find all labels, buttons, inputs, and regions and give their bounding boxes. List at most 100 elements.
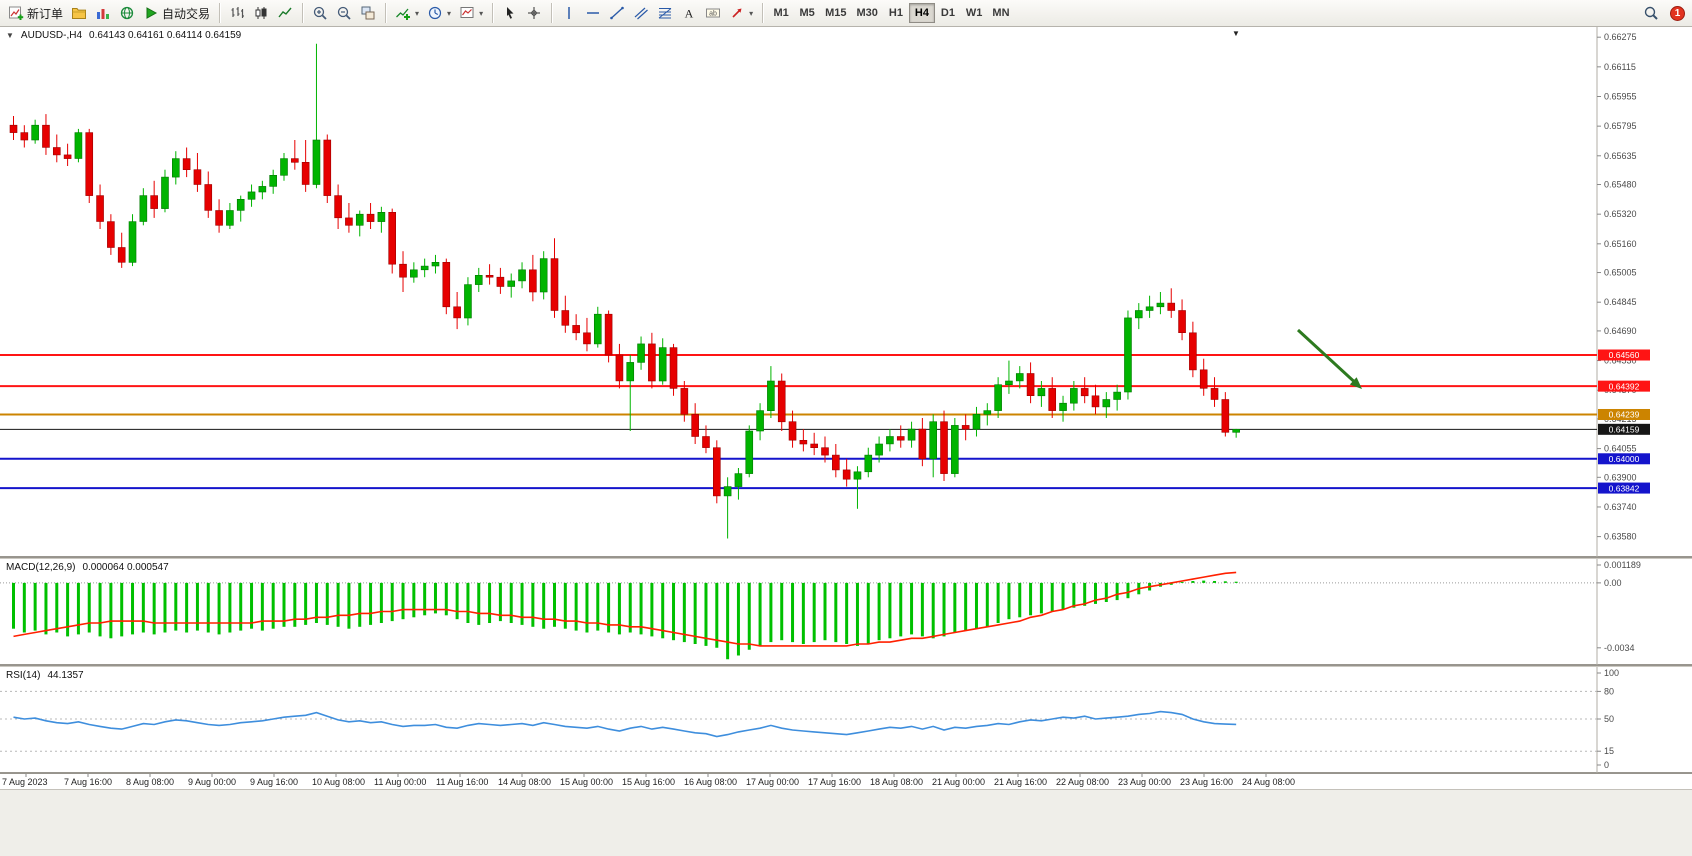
bars-view-button[interactable] [225, 2, 249, 24]
rsi-line [13, 710, 1237, 738]
cursor-button[interactable] [498, 2, 522, 24]
ohlc-bars-icon [231, 7, 245, 18]
candle [172, 158, 180, 178]
chart-symbol-period: AUDUSD-,H4 [20, 30, 83, 41]
candle [31, 124, 39, 141]
svg-text:0.65480: 0.65480 [1604, 180, 1637, 190]
timeframe-M1[interactable]: M1 [773, 7, 789, 19]
candle [1037, 388, 1046, 397]
candle [1178, 310, 1186, 334]
indicators-button[interactable]: ▾ [391, 2, 423, 24]
candle [821, 447, 829, 456]
timeframe-M30[interactable]: M30 [856, 7, 878, 19]
candle [853, 471, 862, 480]
candle [1005, 380, 1013, 386]
chevron-down-icon[interactable]: ▾ [415, 8, 420, 18]
timeframe-MN[interactable]: MN [992, 7, 1010, 19]
candle [9, 124, 18, 133]
svg-text:15 Aug 00:00: 15 Aug 00:00 [560, 777, 613, 787]
chart-bars-icon [97, 9, 110, 19]
candle [842, 469, 851, 480]
candle [453, 306, 461, 319]
tile-windows-button[interactable] [356, 2, 380, 24]
chevron-down-icon[interactable]: ▾ [479, 8, 484, 18]
toolbar-separator [762, 3, 764, 23]
toolbar-separator [551, 3, 553, 23]
arrows-button[interactable]: ▾ [725, 2, 757, 24]
candle [496, 276, 505, 287]
autotrading-button[interactable]: 自动交易 [139, 2, 214, 24]
candles-view-button[interactable] [249, 2, 273, 24]
line-view-button[interactable] [273, 2, 297, 24]
macd-canvas[interactable]: 0.001189 0.00 -0.0034 [0, 559, 1692, 665]
candle [323, 139, 332, 196]
svg-text:50: 50 [1604, 714, 1614, 724]
text-button[interactable]: A [677, 2, 701, 24]
timeframe-D1[interactable]: D1 [940, 7, 955, 19]
candle [983, 410, 992, 415]
timeframe-M15[interactable]: M15 [825, 7, 847, 19]
candle [117, 247, 126, 263]
candle [388, 212, 397, 265]
zoom-in-button[interactable] [308, 2, 332, 24]
community-button[interactable] [115, 2, 139, 24]
panel-resize-handle-macd[interactable] [0, 557, 1692, 559]
candle [593, 313, 602, 345]
fibonacci-button[interactable] [653, 2, 677, 24]
candle [550, 258, 559, 311]
text-icon: A [685, 7, 694, 21]
time-axis[interactable]: 7 Aug 2023 7 Aug 16:00 8 Aug 08:00 9 Aug 00… [0, 773, 1692, 789]
candle [767, 380, 775, 412]
svg-text:A: A [685, 7, 694, 21]
svg-text:18 Aug 08:00: 18 Aug 08:00 [870, 777, 923, 787]
candle [139, 195, 148, 222]
templates-button[interactable]: ▾ [455, 2, 487, 24]
price-chart-canvas[interactable]: 0.66275 0.66115 0.65955 0.65795 0.65635 0.654… [0, 27, 1692, 557]
svg-text:11 Aug 16:00: 11 Aug 16:00 [436, 777, 488, 787]
panel-resize-handle-rsi[interactable] [0, 665, 1692, 667]
chart-header: ▼ AUDUSD-,H4 0.64143 0.64161 0.64114 0.6… [6, 30, 242, 41]
candle [1026, 373, 1035, 397]
candle [20, 132, 29, 141]
charts-button[interactable] [91, 2, 115, 24]
candle [1199, 369, 1208, 389]
timeframe-W1[interactable]: W1 [965, 7, 983, 19]
horizontal-line-button[interactable] [581, 2, 605, 24]
trend-arrow-annotation[interactable] [1296, 328, 1362, 389]
chevron-down-icon[interactable]: ▾ [447, 8, 452, 18]
zoom-out-button[interactable] [332, 2, 356, 24]
trendline-button[interactable] [605, 2, 629, 24]
candle [182, 158, 191, 171]
svg-text:0.65005: 0.65005 [1604, 268, 1637, 278]
candle [832, 454, 840, 471]
svg-text:8 Aug 08:00: 8 Aug 08:00 [126, 777, 174, 787]
svg-text:15 Aug 16:00: 15 Aug 16:00 [622, 777, 675, 787]
search-icon[interactable] [1639, 2, 1663, 24]
hline-icon [587, 12, 600, 14]
indicator-plus-icon [396, 8, 411, 20]
candle [226, 210, 234, 226]
profiles-button[interactable] [67, 2, 91, 24]
vertical-line-button[interactable] [557, 2, 581, 24]
rsi-canvas[interactable]: 100 80 50 15 0 [0, 667, 1692, 773]
candle [1232, 428, 1240, 433]
window-bottom-area [0, 789, 1692, 856]
one-click-trading-toggle[interactable]: ▼ [6, 31, 14, 40]
trendline-icon [610, 6, 624, 20]
crosshair-button[interactable] [522, 2, 546, 24]
candle [929, 421, 938, 460]
candle [399, 263, 407, 278]
toolbar-separator [302, 3, 304, 23]
notification-badge[interactable]: 1 [1670, 5, 1685, 21]
timeframe-M5[interactable]: M5 [799, 7, 815, 19]
candle [723, 486, 732, 497]
chevron-down-icon[interactable]: ▾ [749, 8, 754, 18]
svg-text:0.64845: 0.64845 [1604, 297, 1637, 307]
label-button[interactable]: ab [701, 2, 725, 24]
channel-button[interactable] [629, 2, 653, 24]
periods-button[interactable]: ▾ [423, 2, 455, 24]
timeframe-H4[interactable]: H4 [908, 3, 935, 23]
timeframe-H1[interactable]: H1 [888, 7, 903, 19]
new-order-button[interactable]: 新订单 [4, 2, 67, 24]
svg-text:0.65320: 0.65320 [1604, 209, 1637, 219]
